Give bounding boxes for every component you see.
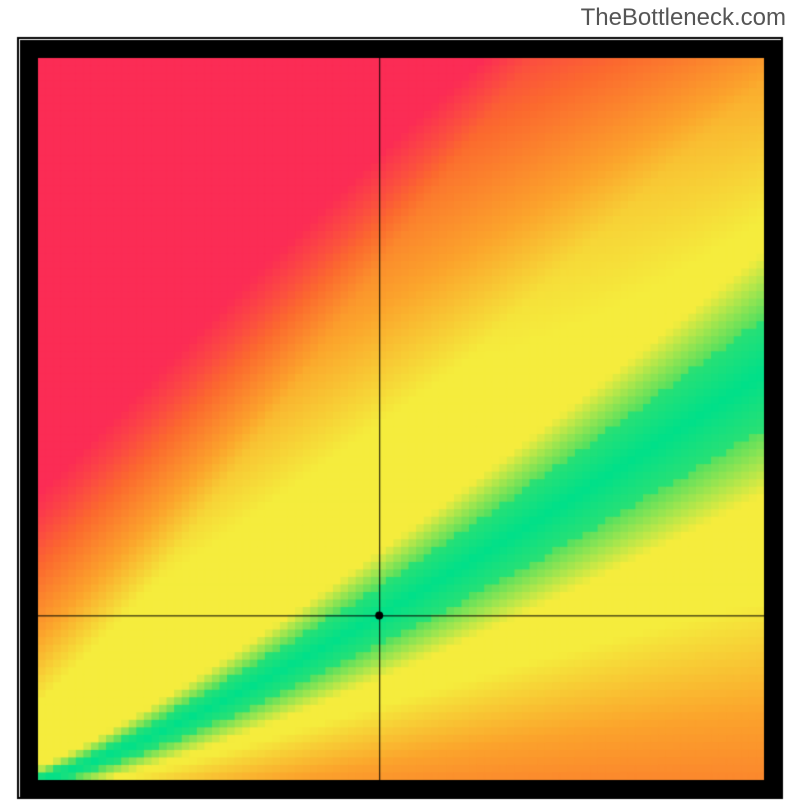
bottleneck-heatmap-canvas <box>0 0 800 800</box>
watermark-text: TheBottleneck.com <box>581 4 786 32</box>
root-container: TheBottleneck.com <box>0 0 800 800</box>
